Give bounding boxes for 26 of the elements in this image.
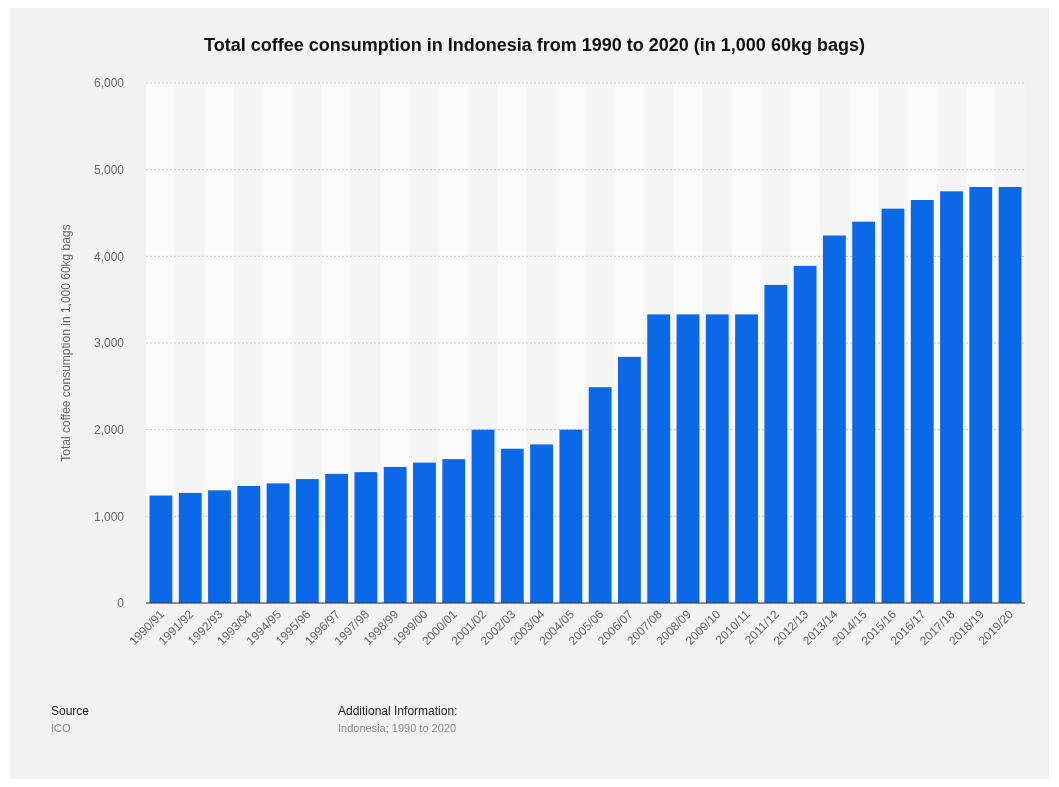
text: Additional Information: [338, 704, 458, 718]
bar [266, 483, 290, 603]
bar [442, 459, 466, 603]
bar [354, 472, 378, 603]
y-tick-label: 5,000 [93, 162, 125, 177]
bar [325, 473, 349, 603]
bar [500, 448, 524, 603]
bar [530, 444, 553, 603]
y-tick-label: 6,000 [93, 76, 125, 91]
bar [149, 495, 173, 603]
bar [413, 462, 436, 603]
bar [208, 490, 231, 603]
bar [178, 492, 202, 603]
y-tick-label: 0 [117, 596, 125, 611]
text: Indonesia; 1990 to 2020 [338, 722, 457, 734]
y-tick-label: 1,000 [93, 509, 125, 524]
text: Source [51, 704, 90, 718]
y-axis-title: Total coffee consumption in 1,000 60kg bags [59, 224, 73, 462]
chart-title: Total coffee consumption in Indonesia from 1990 to 2020 (in 1,000 60kg bags) [204, 35, 865, 55]
y-tick-label: 2,000 [93, 422, 125, 437]
bar [295, 479, 319, 603]
y-tick-label: 4,000 [93, 249, 125, 264]
y-tick-label: 3,000 [93, 336, 125, 351]
bar [383, 466, 407, 603]
bar [237, 486, 261, 603]
text: ICO [51, 722, 71, 734]
